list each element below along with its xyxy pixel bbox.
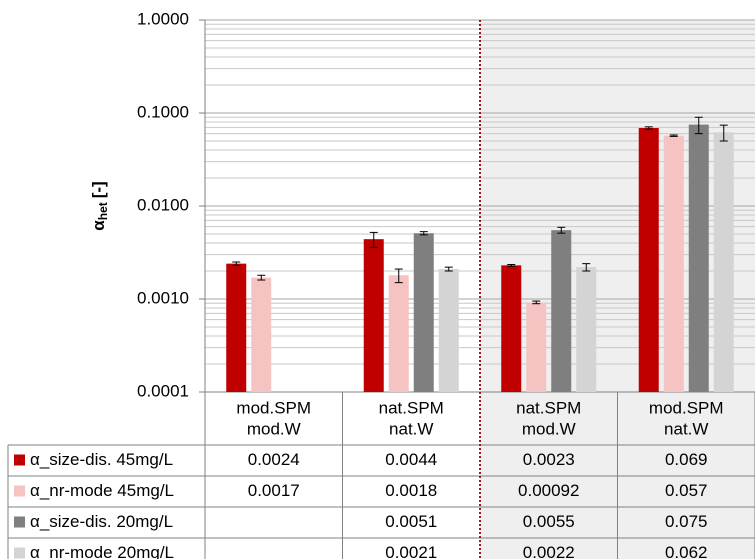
table-value: 0.069 [665,450,708,469]
y-tick-label: 0.0001 [137,381,189,400]
error-bar [419,231,428,236]
table-value: 0.0044 [385,450,437,469]
bar [501,265,522,392]
bar [688,124,709,393]
error-bar [694,116,703,135]
table-value: 0.0017 [248,481,300,500]
y-tick-label: 0.0010 [137,288,189,307]
bar [576,267,597,392]
bar [388,275,409,392]
legend-label: α_size-dis. 20mg/L [30,512,173,531]
table-value: 0.0024 [248,450,300,469]
error-bar [644,126,653,130]
bar [251,277,272,392]
legend-swatch [14,516,25,528]
table-value: 0.057 [665,481,708,500]
error-bar [557,226,566,234]
table-value: 0.00092 [518,481,579,500]
legend-swatch [14,547,25,559]
error-bar [369,231,378,248]
error-bar [507,263,516,267]
x-category-label: mod.SPM [236,398,311,417]
table-value: 0.0018 [385,481,437,500]
y-axis-label: αhet [-] [89,181,110,230]
y-tick-label: 0.0100 [137,195,189,214]
bar [551,230,572,392]
bar [638,127,659,393]
x-category-label: mod.W [247,419,301,438]
bar [226,263,247,392]
table-value: 0.075 [665,512,708,531]
error-bar [719,124,728,142]
table-value: 0.0021 [385,543,437,559]
error-bar [444,266,453,272]
bar [713,132,734,393]
error-bar [669,134,678,137]
bar [663,135,684,392]
x-category-label: mod.SPM [649,398,724,417]
error-bar [257,274,266,281]
table-value: 0.0055 [523,512,575,531]
error-bar [394,268,403,284]
bar [363,239,384,392]
x-category-label: nat.SPM [516,398,581,417]
x-category-label: nat.W [389,419,433,438]
legend-label: α_nr-mode 20mg/L [30,543,174,559]
bar [526,302,547,392]
x-category-label: nat.W [664,419,708,438]
y-label-subscript: het [96,202,110,220]
error-bar [582,263,591,272]
table-value: 0.0051 [385,512,437,531]
y-tick-label: 0.1000 [137,102,189,121]
table-value: 0.0023 [523,450,575,469]
error-bar [532,300,541,305]
bar [438,269,459,392]
legend-swatch [14,454,25,466]
y-tick-label: 1.0000 [137,9,189,28]
x-category-label: mod.W [522,419,576,438]
bar [413,233,434,392]
error-bar [232,261,241,266]
legend-label: α_nr-mode 45mg/L [30,481,174,500]
legend-label: α_size-dis. 45mg/L [30,450,173,469]
y-label-symbol: α [89,220,108,231]
table-value: 0.0022 [523,543,575,559]
y-label-unit: [-] [89,181,108,198]
legend-swatch [14,485,25,497]
x-category-label: nat.SPM [379,398,444,417]
table-value: 0.062 [665,543,708,559]
